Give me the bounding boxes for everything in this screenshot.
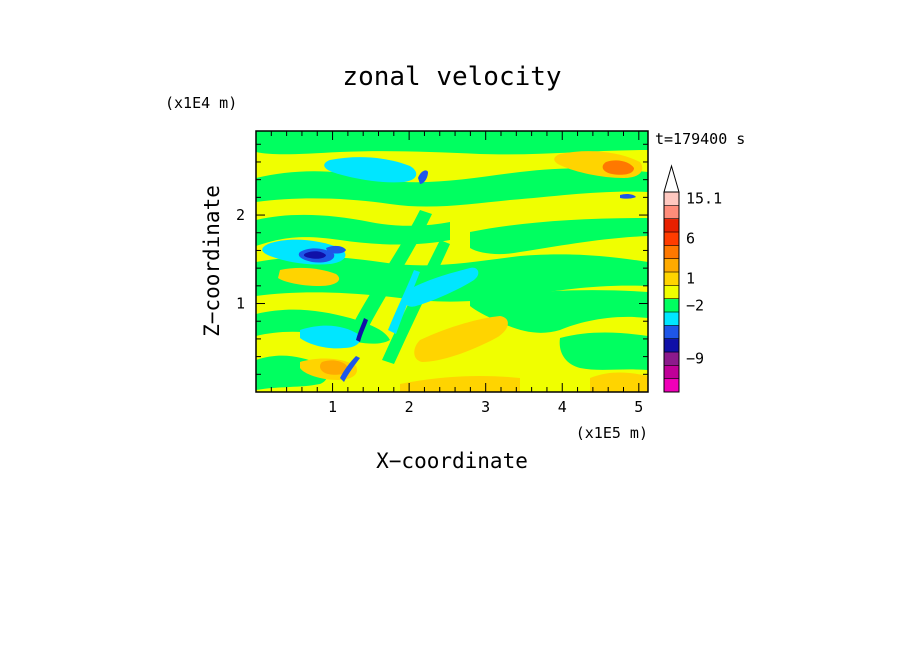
colorbar-label: 6 bbox=[686, 230, 695, 248]
deep-orange-core-top-right bbox=[602, 160, 634, 175]
orange-patch-mid-left bbox=[278, 267, 340, 286]
green-band-top bbox=[256, 131, 648, 155]
x-tick-label: 2 bbox=[405, 398, 414, 416]
blue-blob-top bbox=[418, 170, 428, 184]
y-axis-label: Z−coordinate bbox=[200, 185, 224, 337]
colorbar-band bbox=[664, 272, 679, 286]
time-label: t=179400 s bbox=[655, 130, 745, 148]
colorbar-extend-arrow bbox=[663, 164, 680, 193]
plot-frame bbox=[255, 130, 649, 393]
colorbar-band bbox=[664, 205, 679, 220]
colorbar-band bbox=[664, 298, 679, 313]
colorbar-band bbox=[664, 352, 679, 366]
blue-streak-center bbox=[356, 318, 368, 342]
colorbar-band bbox=[664, 325, 679, 340]
y-scale-label: (x1E4 m) bbox=[165, 94, 237, 112]
colorbar-band bbox=[664, 218, 679, 233]
blue-streak-bottom bbox=[340, 356, 360, 382]
green-band-bottom-right bbox=[559, 332, 648, 370]
deep-orange-core-bottom-left bbox=[320, 360, 348, 375]
colorbar-band bbox=[664, 192, 679, 206]
chart-title: zonal velocity bbox=[342, 62, 561, 92]
y-tick-label: 1 bbox=[236, 295, 245, 313]
x-tick-label: 1 bbox=[328, 398, 337, 416]
green-band-right-upper bbox=[470, 218, 648, 255]
colorbar-label: 1 bbox=[686, 270, 695, 288]
colorbar-band bbox=[664, 312, 679, 326]
green-band-left-upper bbox=[256, 214, 450, 246]
blue-core-left bbox=[303, 251, 326, 259]
green-streak-diagonal-1 bbox=[350, 210, 432, 336]
x-axis-label: X−coordinate bbox=[376, 449, 528, 473]
colorbar-label: 15.1 bbox=[686, 190, 722, 208]
orange-patch-mid-right bbox=[414, 316, 508, 362]
cyan-patch-mid-right bbox=[403, 267, 479, 307]
colorbar-band bbox=[664, 258, 679, 273]
y-tick-label: 2 bbox=[236, 206, 245, 224]
x-ticks: 1 2 3 4 5 bbox=[270, 131, 643, 416]
blue-blob-left-2 bbox=[326, 245, 346, 254]
y-ticks: 12 bbox=[236, 143, 648, 375]
x-scale-label: (x1E5 m) bbox=[576, 424, 648, 442]
green-band-right-lower bbox=[470, 290, 648, 333]
colorbar-label: −2 bbox=[686, 296, 704, 314]
x-tick-label: 3 bbox=[481, 398, 490, 416]
colorbar-band bbox=[664, 285, 679, 300]
x-tick-label: 5 bbox=[634, 398, 643, 416]
colorbar-band bbox=[664, 338, 679, 353]
heatmap-field bbox=[256, 131, 648, 392]
blue-blob-right bbox=[620, 193, 636, 199]
orange-patch-bottom-right bbox=[590, 372, 648, 392]
cyan-patch-lower-left bbox=[300, 325, 361, 349]
orange-streak-bottom bbox=[400, 376, 520, 392]
colorbar-label: −9 bbox=[686, 350, 704, 368]
x-tick-label: 4 bbox=[558, 398, 567, 416]
colorbar: 15.1 6 1 −2 −9 bbox=[663, 164, 722, 393]
cyan-streak bbox=[388, 270, 420, 334]
colorbar-band bbox=[664, 245, 679, 260]
cyan-patch-upper bbox=[324, 157, 417, 183]
colorbar-band bbox=[664, 365, 679, 380]
colorbar-band bbox=[664, 378, 679, 393]
colorbar-band bbox=[664, 232, 679, 246]
